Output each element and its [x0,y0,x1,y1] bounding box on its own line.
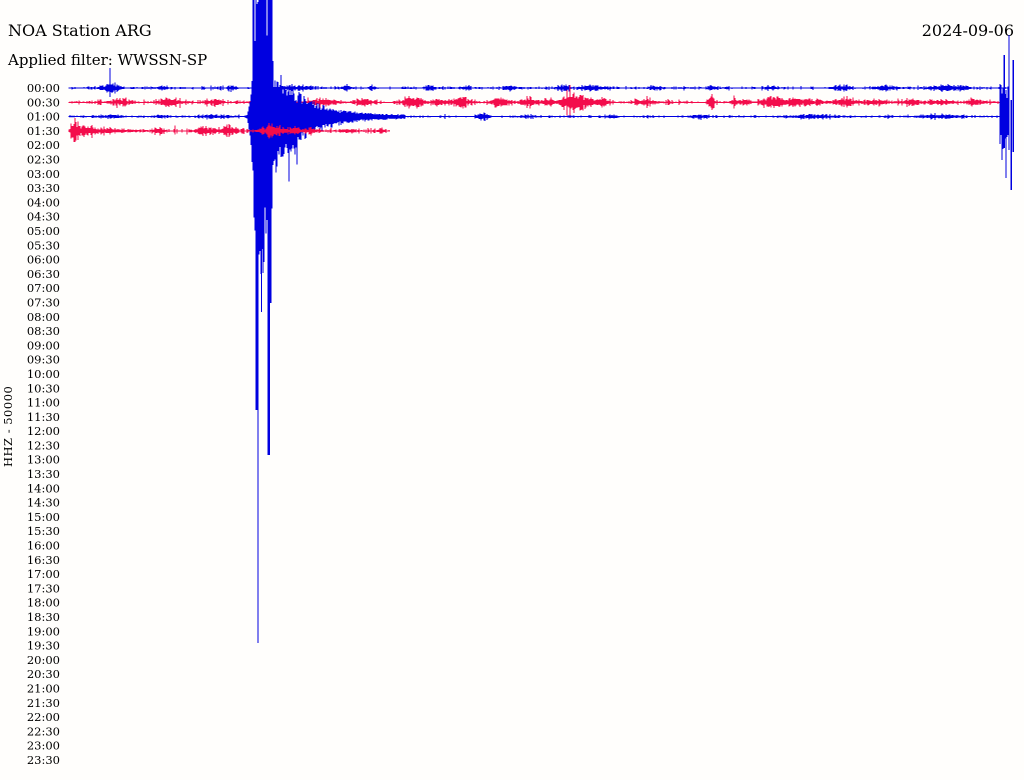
time-label: 07:30 [27,296,60,310]
time-label: 02:00 [27,138,60,152]
time-label: 08:30 [27,324,60,338]
time-label: 12:00 [27,424,60,438]
time-label: 11:30 [27,410,60,424]
time-label: 00:30 [27,95,60,109]
time-label: 11:00 [27,396,60,410]
time-label: 01:00 [27,110,60,124]
time-label: 17:00 [27,567,60,581]
time-label: 08:00 [27,310,60,324]
time-label: 23:00 [27,739,60,753]
time-label: 10:00 [27,367,60,381]
time-label: 15:00 [27,510,60,524]
time-label: 23:30 [27,753,60,767]
time-label: 14:00 [27,481,60,495]
time-label: 09:30 [27,353,60,367]
time-label: 18:30 [27,610,60,624]
station-title: NOA Station ARG [8,21,152,40]
time-label: 03:30 [27,181,60,195]
time-label: 22:00 [27,710,60,724]
time-label: 19:30 [27,639,60,653]
time-label: 01:30 [27,124,60,138]
plot-date: 2024-09-06 [921,21,1014,40]
time-label: 22:30 [27,724,60,738]
time-label: 21:00 [27,682,60,696]
trace-row-1 [68,90,1001,116]
time-label: 06:00 [27,253,60,267]
time-label: 00:00 [27,81,60,95]
time-label: 05:30 [27,238,60,252]
time-label: 19:00 [27,624,60,638]
time-label: 16:30 [27,553,60,567]
time-label: 13:00 [27,453,60,467]
time-label: 17:30 [27,581,60,595]
time-label: 14:30 [27,496,60,510]
time-label: 15:30 [27,524,60,538]
time-label: 05:00 [27,224,60,238]
time-label: 21:30 [27,696,60,710]
time-label: 18:00 [27,596,60,610]
time-label: 10:30 [27,381,60,395]
trace-row-3 [68,121,390,142]
time-label: 02:30 [27,153,60,167]
time-label: 20:00 [27,653,60,667]
trace-row-2 [68,0,1010,274]
time-label: 20:30 [27,667,60,681]
time-label: 07:00 [27,281,60,295]
time-label: 03:00 [27,167,60,181]
time-label: 13:30 [27,467,60,481]
time-label: 04:30 [27,210,60,224]
time-label: 04:00 [27,195,60,209]
time-label: 16:00 [27,539,60,553]
filter-label: Applied filter: WWSSN-SP [8,51,208,69]
time-label: 12:30 [27,438,60,452]
time-label: 06:30 [27,267,60,281]
trace-row-0 [68,82,1009,94]
time-label: 09:00 [27,338,60,352]
